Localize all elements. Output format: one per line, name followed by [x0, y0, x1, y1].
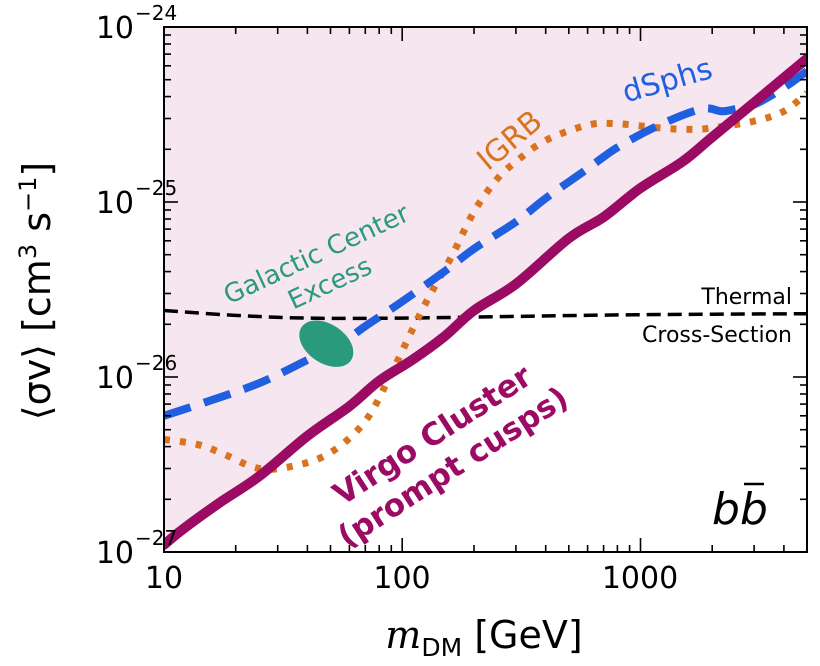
y-tick-label: 10	[96, 536, 134, 571]
x-axis-label: mDM [GeV]	[385, 613, 582, 662]
thermal-label-line2: Cross-Section	[642, 323, 792, 348]
series-line-thermal-cross-section	[164, 308, 807, 321]
y-tick-label: 10	[96, 11, 134, 46]
excluded-region-fill	[164, 27, 807, 545]
y-tick-exponent: −27	[135, 526, 177, 550]
y-tick-label: 10	[96, 361, 134, 396]
galactic-center-excess-region	[299, 320, 354, 367]
y-axis-label: ⟨σv⟩ [cm3 s−1]	[14, 162, 59, 420]
channel-b: b	[712, 484, 740, 535]
y-tick-exponent: −24	[135, 1, 177, 25]
series-line-virgo-cluster-prompt-cusps	[164, 53, 807, 550]
series-line-dsphs	[164, 67, 807, 420]
thermal-label-line1: Thermal	[700, 285, 792, 310]
x-tick-label: 10	[145, 561, 183, 596]
y-tick-labels: 10 −27 10 −26 10 −25 10 −24	[96, 1, 177, 571]
channel-bbar: b	[740, 484, 768, 535]
series-layer	[164, 53, 807, 550]
channel-label: b b	[712, 482, 768, 535]
thermal-label: Thermal Cross-Section	[642, 285, 792, 348]
tick-layer	[163, 26, 808, 553]
y-tick-exponent: −26	[135, 351, 177, 375]
x-tick-label: 100	[373, 561, 430, 596]
x-tick-label: 1000	[602, 561, 678, 596]
x-tick-labels: 10 100 1000	[145, 561, 678, 596]
y-tick-label: 10	[96, 186, 134, 221]
plot-frame	[163, 26, 808, 553]
y-tick-exponent: −25	[135, 176, 177, 200]
